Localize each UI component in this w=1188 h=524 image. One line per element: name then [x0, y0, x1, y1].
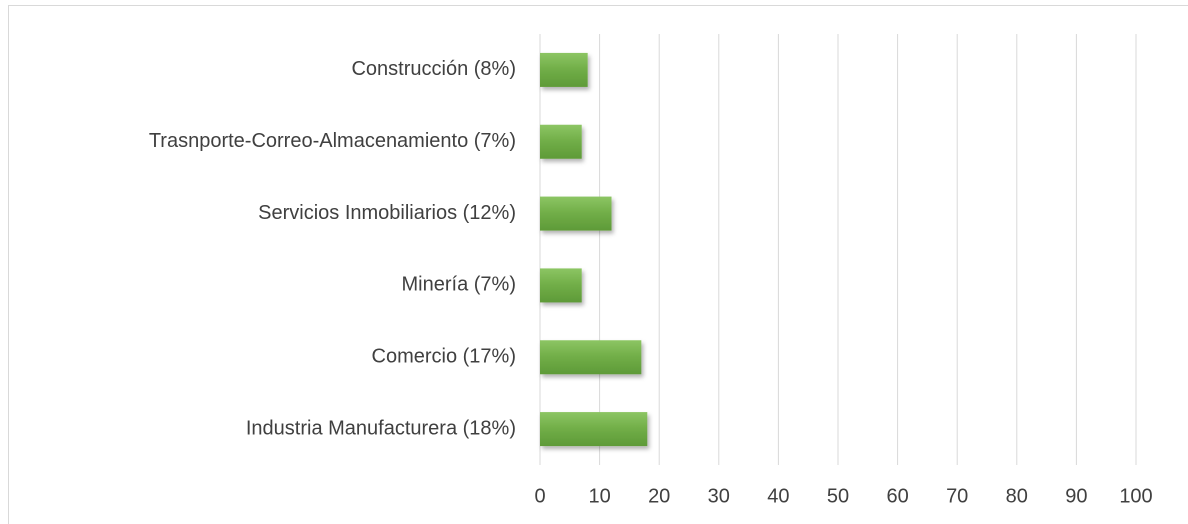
x-tick-label: 70: [946, 485, 968, 507]
y-tick-label: Construcción (8%): [351, 58, 516, 80]
y-tick-label: Trasnporte-Correo-Almacenamiento (7%): [149, 130, 516, 152]
x-tick-label: 80: [1006, 485, 1028, 507]
bar: [540, 268, 582, 303]
bar: [540, 52, 588, 87]
x-tick-label: 30: [708, 485, 730, 507]
chart-frame: [8, 5, 1188, 524]
y-tick-label: Comercio (17%): [372, 346, 516, 368]
bar: [540, 340, 642, 375]
x-tick-label: 40: [767, 485, 789, 507]
x-tick-label: 20: [648, 485, 670, 507]
x-tick-label: 50: [827, 485, 849, 507]
y-tick-label: Servicios Inmobiliarios (12%): [258, 202, 516, 224]
y-tick-label: Industria Manufacturera (18%): [246, 417, 516, 439]
x-tick-label: 90: [1065, 485, 1087, 507]
x-tick-label: 60: [886, 485, 908, 507]
bar: [540, 196, 612, 231]
x-tick-label: 10: [588, 485, 610, 507]
bar: [540, 124, 582, 159]
bar: [540, 412, 648, 447]
x-tick-label: 100: [1119, 485, 1152, 507]
y-tick-label: Minería (7%): [402, 274, 516, 296]
x-tick-label: 0: [534, 485, 545, 507]
